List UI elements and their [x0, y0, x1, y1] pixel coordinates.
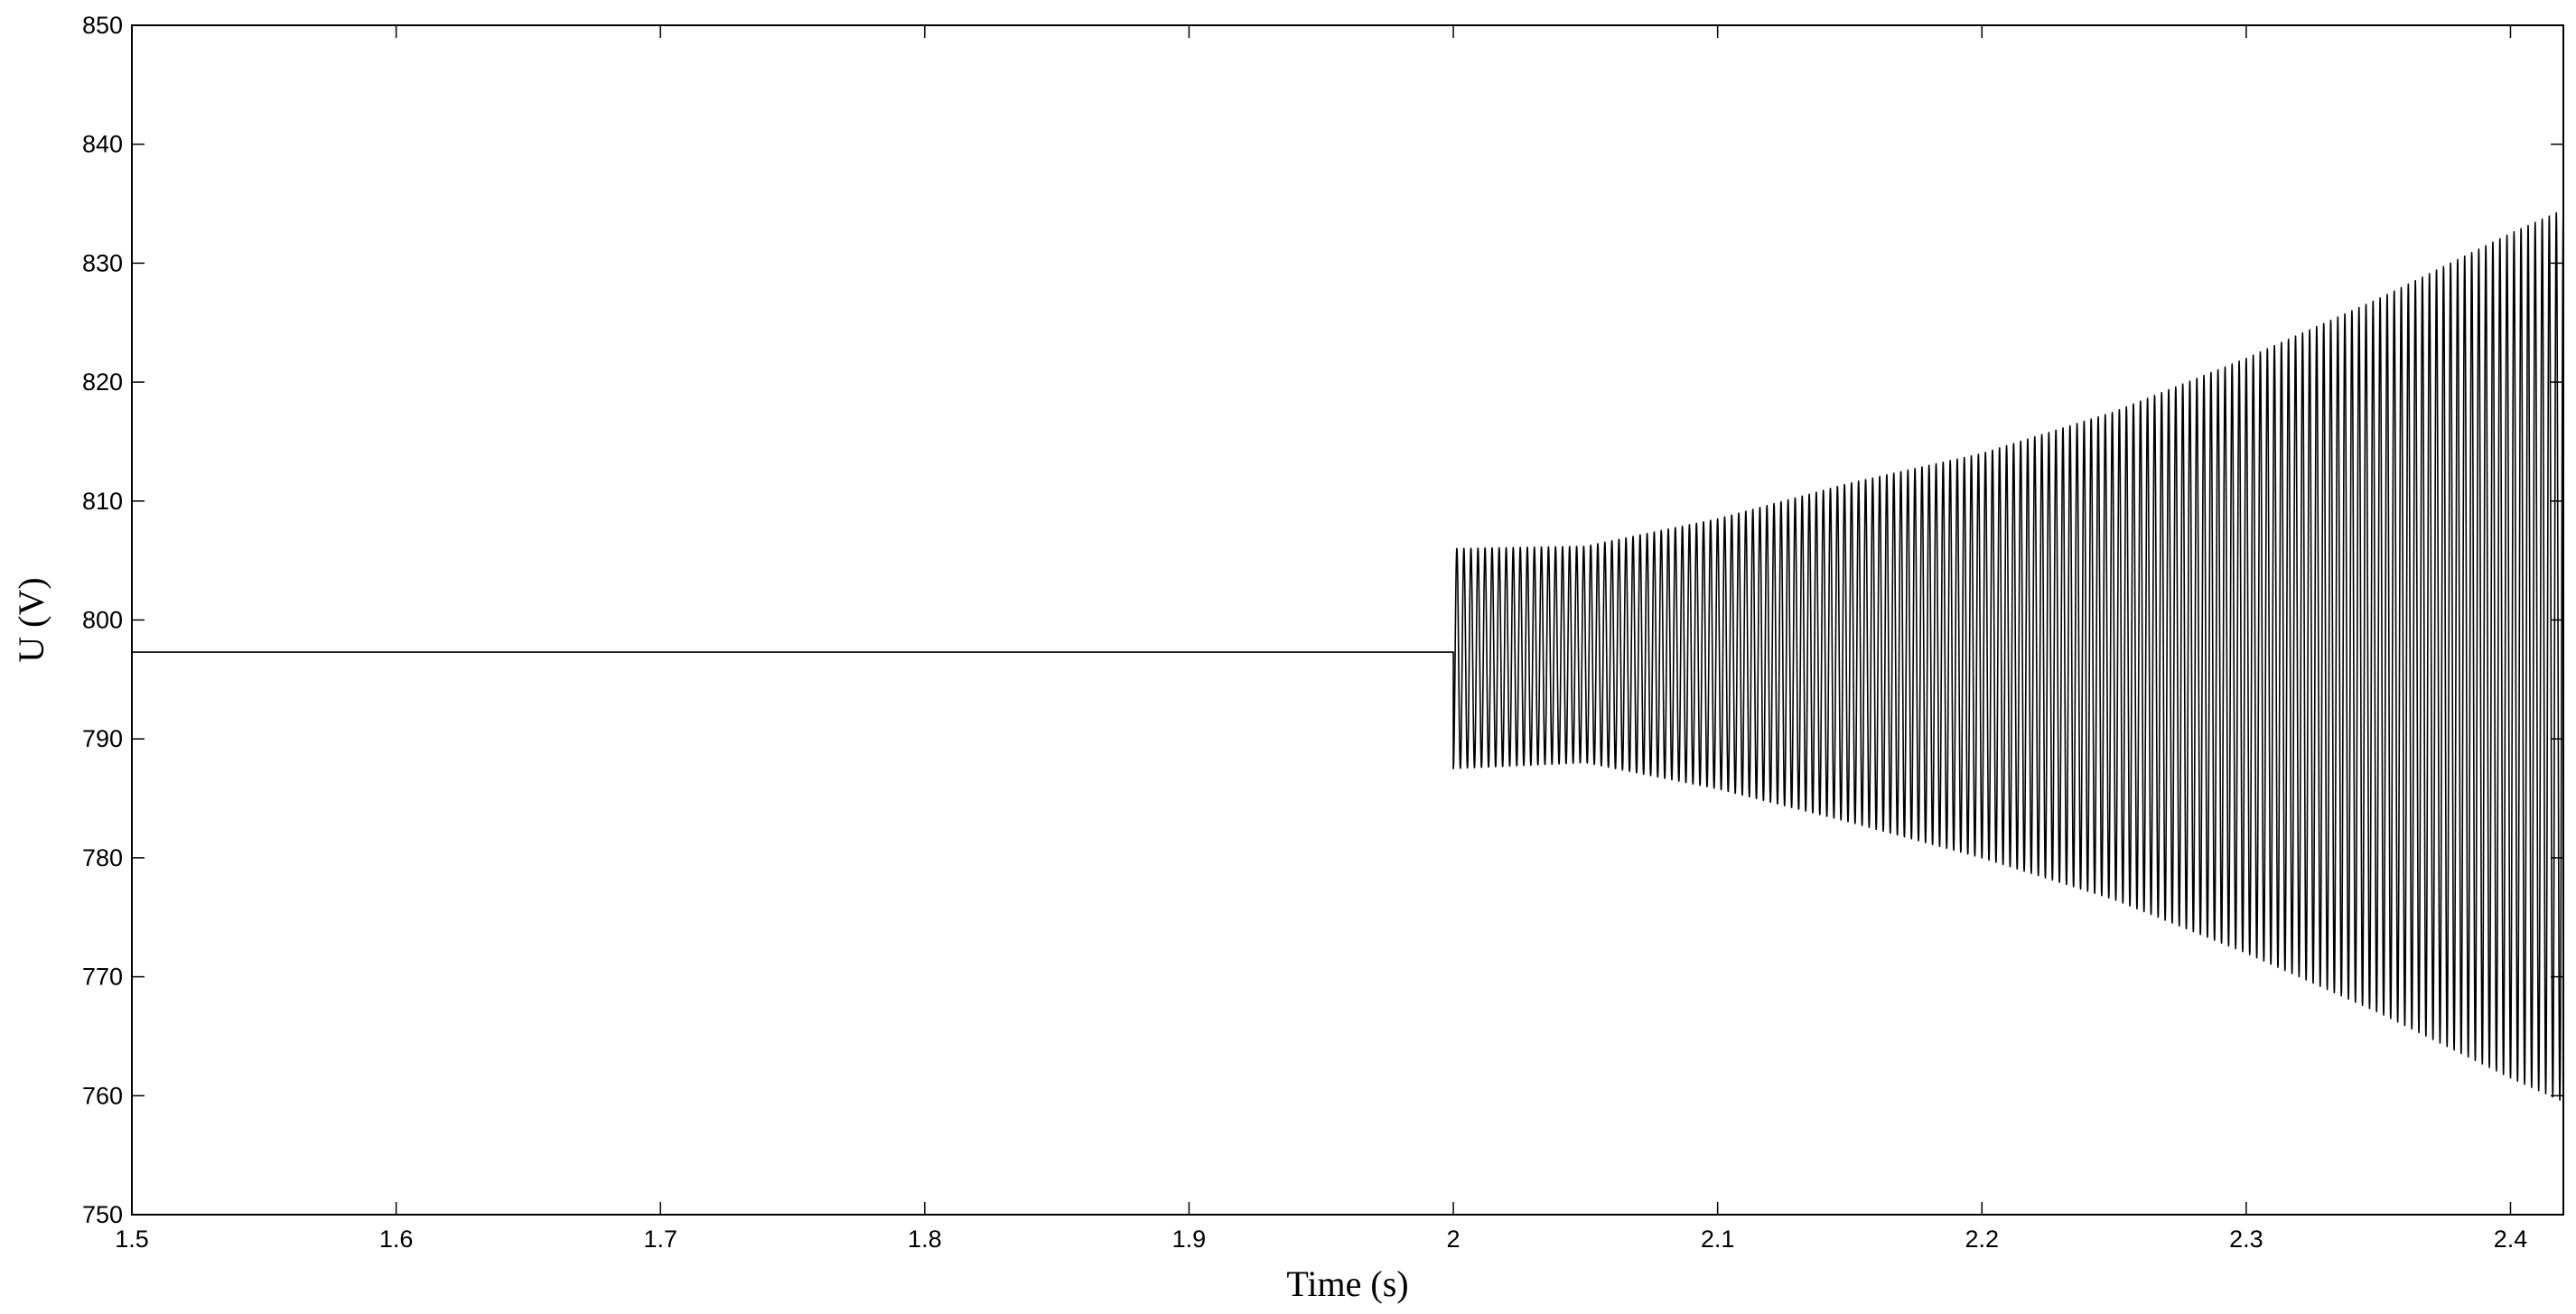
y-tick-label: 800	[82, 607, 123, 634]
x-tick-label: 2.3	[2229, 1225, 2263, 1253]
y-axis-label: U (V)	[11, 577, 51, 662]
y-tick-label: 850	[82, 12, 123, 39]
y-tick-label: 840	[82, 131, 123, 158]
y-tick-label: 830	[82, 249, 123, 276]
tick-labels-layer: 1.5 1.6 1.7 1.8 1.9 2 2.1 2.2 2.3 2.4 750 760 770 780…	[82, 12, 2527, 1253]
y-tick-label: 790	[82, 725, 123, 752]
plot-frame	[131, 24, 2564, 1216]
y-tick-label: 820	[82, 368, 123, 396]
x-tick-label: 2.2	[1965, 1225, 1999, 1253]
y-tick-label: 760	[82, 1082, 123, 1109]
series-layer	[132, 210, 2564, 1101]
x-tick-label: 2.1	[1701, 1225, 1735, 1253]
y-tick-label: 750	[82, 1201, 123, 1228]
y-tick-label: 780	[82, 844, 123, 871]
ticks-layer	[131, 24, 2563, 1216]
y-tick-label: 810	[82, 488, 123, 515]
x-tick-label: 1.9	[1172, 1225, 1207, 1253]
x-tick-label: 2.4	[2494, 1225, 2528, 1253]
x-tick-label: 2	[1447, 1225, 1461, 1253]
y-tick-label: 770	[82, 964, 123, 991]
x-tick-label: 1.8	[908, 1225, 942, 1253]
x-tick-label: 1.5	[115, 1225, 149, 1253]
x-axis-label: Time (s)	[1286, 1263, 1408, 1304]
voltage-series-line	[132, 210, 2564, 1101]
x-tick-label: 1.6	[379, 1225, 414, 1253]
x-tick-label: 1.7	[643, 1225, 677, 1253]
